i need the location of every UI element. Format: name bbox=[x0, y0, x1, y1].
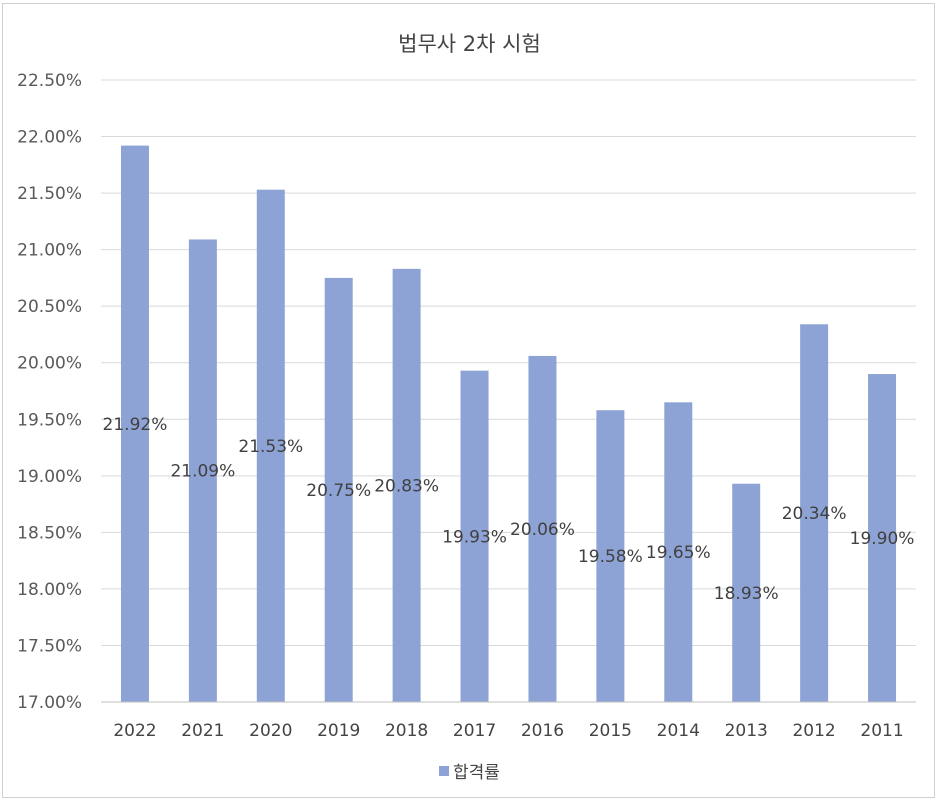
x-tick-label: 2013 bbox=[725, 721, 768, 741]
x-tick-label: 2011 bbox=[860, 721, 903, 741]
bar bbox=[732, 483, 761, 702]
bar bbox=[596, 410, 625, 702]
y-tick-label: 18.00% bbox=[17, 580, 82, 600]
bar bbox=[188, 239, 217, 702]
y-tick-label: 17.50% bbox=[17, 636, 82, 656]
x-tick-label: 2015 bbox=[589, 721, 632, 741]
x-tick-label: 2018 bbox=[385, 721, 428, 741]
x-tick-label: 2016 bbox=[521, 721, 564, 741]
y-tick-label: 22.50% bbox=[17, 71, 82, 91]
bar bbox=[664, 402, 693, 702]
y-tick-label: 21.50% bbox=[17, 184, 82, 204]
y-tick-label: 20.00% bbox=[17, 354, 82, 374]
x-tick-label: 2021 bbox=[181, 721, 224, 741]
chart-legend: 합격률 bbox=[0, 758, 939, 783]
data-label: 20.06% bbox=[510, 520, 575, 540]
y-tick-label: 19.00% bbox=[17, 467, 82, 487]
y-tick-label: 18.50% bbox=[17, 523, 82, 543]
data-label: 19.65% bbox=[646, 543, 711, 563]
x-tick-label: 2014 bbox=[657, 721, 700, 741]
x-tick-label: 2020 bbox=[249, 721, 292, 741]
bar bbox=[460, 370, 489, 702]
y-tick-label: 17.00% bbox=[17, 693, 82, 713]
data-label: 20.83% bbox=[374, 476, 439, 496]
y-tick-label: 19.50% bbox=[17, 410, 82, 430]
data-label: 21.92% bbox=[103, 415, 168, 435]
x-tick-label: 2017 bbox=[453, 721, 496, 741]
data-label: 19.90% bbox=[850, 529, 915, 549]
data-label: 21.09% bbox=[170, 462, 235, 482]
bar bbox=[800, 324, 829, 702]
data-label: 19.93% bbox=[442, 527, 507, 547]
bar bbox=[324, 277, 353, 702]
data-label: 20.34% bbox=[782, 504, 847, 524]
data-label: 19.58% bbox=[578, 547, 643, 567]
y-tick-label: 20.50% bbox=[17, 297, 82, 317]
y-tick-label: 21.00% bbox=[17, 241, 82, 261]
bar bbox=[868, 374, 897, 702]
chart-title: 법무사 2차 시험 bbox=[398, 32, 541, 56]
data-label: 20.75% bbox=[306, 481, 371, 501]
y-tick-label: 22.00% bbox=[17, 128, 82, 148]
bar bbox=[120, 145, 149, 703]
x-tick-label: 2022 bbox=[113, 721, 156, 741]
legend-label: 합격률 bbox=[453, 763, 500, 783]
data-label: 18.93% bbox=[714, 584, 779, 604]
bar bbox=[256, 189, 285, 702]
x-tick-label: 2012 bbox=[792, 721, 835, 741]
legend-swatch bbox=[439, 765, 450, 776]
bar bbox=[392, 268, 421, 702]
data-label: 21.53% bbox=[238, 437, 303, 457]
x-tick-label: 2019 bbox=[317, 721, 360, 741]
bar bbox=[528, 355, 557, 702]
